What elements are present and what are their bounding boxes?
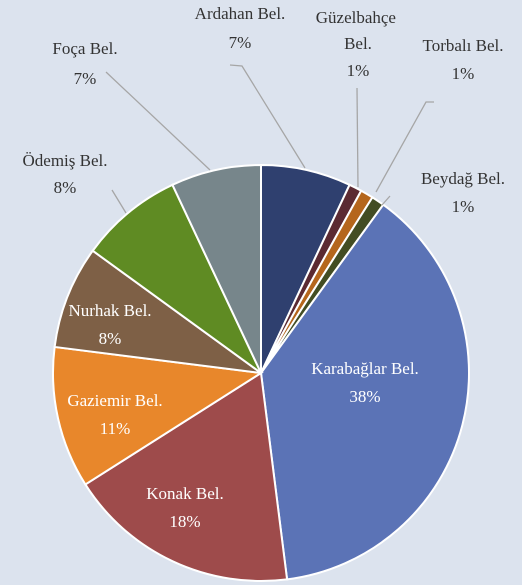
slice-label: Gaziemir Bel.: [67, 391, 162, 410]
slice-label: Ardahan Bel.: [195, 4, 286, 23]
slice-value-label: 1%: [452, 197, 475, 216]
slice-label: Foça Bel.: [52, 39, 117, 58]
slice-label-line: Güzelbahçe: [316, 8, 400, 27]
slice-label: Güzelbahçe Bel.: [316, 8, 400, 53]
slice-value-label: 11%: [100, 419, 131, 438]
leader-line: [375, 101, 434, 193]
slice-label: Ödemiş Bel.: [23, 151, 108, 170]
pie-slice: [91, 183, 262, 374]
slice-label: Beydağ Bel.: [421, 169, 505, 188]
leader-line: [105, 71, 211, 171]
slice-value-label: 38%: [349, 387, 380, 406]
leader-line: [229, 64, 306, 169]
slice-value-label: 7%: [229, 33, 252, 52]
leader-line: [381, 195, 391, 206]
pie-slice: [259, 203, 470, 581]
slice-value-label: 18%: [169, 512, 200, 531]
pie-slice: [171, 163, 262, 374]
leader-line: [356, 87, 359, 188]
slice-label: Nurhak Bel.: [68, 301, 151, 320]
slice-label: Karabağlar Bel.: [311, 359, 419, 378]
slice-label: Torbalı Bel.: [423, 36, 504, 55]
slice-label-line: Bel.: [344, 34, 372, 53]
leader-line: [111, 189, 127, 214]
pie-slice: [83, 371, 289, 582]
pie-slice: [52, 345, 264, 486]
slice-value-label: 7%: [74, 69, 97, 88]
slice-value-label: 1%: [347, 61, 370, 80]
slice-label: Konak Bel.: [146, 484, 223, 503]
slice-value-label: 8%: [99, 329, 122, 348]
slice-value-label: 1%: [452, 64, 475, 83]
pie-slice: [53, 249, 262, 374]
slice-value-label: 8%: [54, 178, 77, 197]
